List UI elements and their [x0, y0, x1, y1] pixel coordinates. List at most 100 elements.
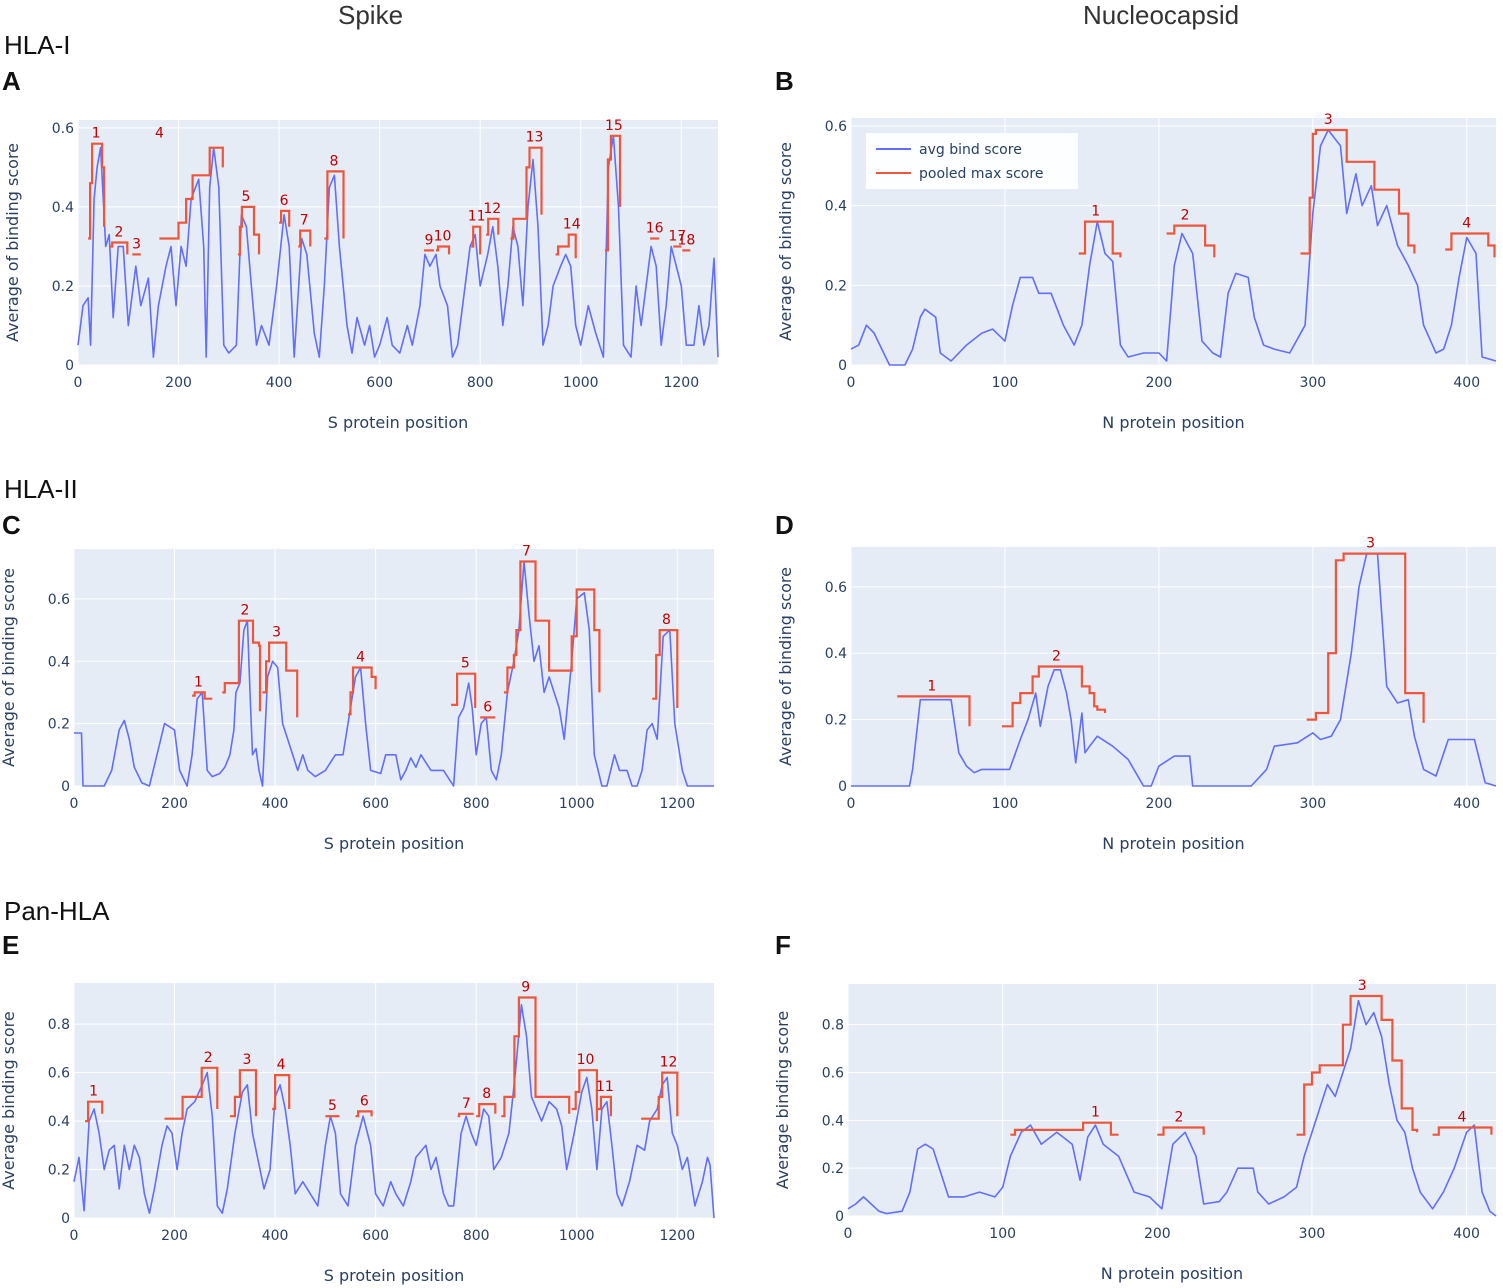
peak-label-1: 1	[927, 678, 936, 694]
pooled-max-score-line	[1306, 552, 1425, 723]
peak-label-7: 7	[522, 543, 531, 559]
pooled-max-score-line	[262, 641, 299, 718]
x-tick-label: 200	[161, 796, 188, 812]
pooled-max-score-line	[897, 695, 971, 727]
chart-panel-f: 0 100 200 300 400 0 0.2 0.4 0.6 0.8 N protein posi…	[773, 978, 1497, 1283]
peak-label-6: 6	[280, 193, 289, 209]
x-tick-label: 200	[1146, 375, 1173, 391]
pooled-max-score-line	[279, 209, 291, 227]
avg-bind-score-line	[847, 999, 1497, 1217]
x-tick-label: 1200	[659, 1228, 695, 1244]
peak-label-5: 5	[241, 189, 250, 205]
spike-column-title: Spike	[338, 0, 404, 30]
pooled-max-score-line	[571, 1069, 598, 1122]
peak-label-3: 3	[1324, 112, 1333, 128]
y-tick-label: 0	[65, 358, 74, 374]
avg-bind-score-line	[77, 135, 719, 358]
x-tick-label: 300	[1299, 796, 1326, 812]
legend-box	[866, 133, 1078, 189]
pooled-max-score-line	[1078, 220, 1122, 258]
x-axis-label: S protein position	[324, 834, 465, 853]
avg-bind-score-line	[74, 560, 714, 787]
chart-panel-a: 0 200 400 600 800 1000 1200 0 0.2 0.4 0.6 S protein…	[3, 118, 719, 432]
x-tick-label: 100	[992, 375, 1019, 391]
x-tick-label: 800	[463, 796, 490, 812]
peak-label-1: 1	[194, 674, 203, 690]
x-tick-label: 400	[1453, 375, 1480, 391]
y-tick-label: 0	[835, 1209, 844, 1225]
chart-panel-b: 0 100 200 300 400 0 0.2 0.4 0.6 N protein positio…	[776, 112, 1497, 432]
x-tick-label: 0	[70, 796, 79, 812]
peak-label-3: 3	[1366, 536, 1375, 552]
y-tick-label: 0	[838, 358, 847, 374]
x-tick-label: 100	[992, 796, 1019, 812]
pooled-max-score-line	[476, 1103, 497, 1118]
plot-area	[74, 549, 714, 786]
peak-label-2: 2	[115, 225, 124, 241]
peak-label-3: 3	[132, 236, 141, 252]
x-tick-label: 800	[463, 1228, 490, 1244]
chart-panel-d: 0 100 200 300 400 0 0.2 0.4 0.6 N protein positio…	[776, 536, 1497, 853]
x-tick-label: 400	[1453, 796, 1480, 812]
x-axis-label: S protein position	[324, 1266, 465, 1285]
peak-label-9: 9	[424, 232, 433, 248]
x-tick-label: 200	[165, 375, 192, 391]
y-tick-label: 0.4	[825, 199, 847, 215]
chart-panel-e: 0 200 400 600 800 1000 1200 0 0.2 0.4 0.6 0.8 S prot…	[0, 980, 715, 1285]
x-tick-label: 0	[844, 1226, 853, 1242]
y-tick-label: 0.2	[48, 717, 70, 733]
peak-label-17: 17	[668, 228, 686, 244]
pooled-max-score-line	[471, 225, 482, 255]
pooled-max-score-line	[652, 629, 679, 708]
pooled-max-score-line	[109, 241, 129, 255]
y-axis-label: Average binding score	[773, 1011, 792, 1190]
x-tick-label: 400	[266, 375, 293, 391]
y-tick-label: 0.4	[825, 646, 847, 662]
x-tick-label: 0	[70, 1228, 79, 1244]
pooled-max-score-line	[486, 217, 500, 236]
x-tick-label: 400	[1453, 1226, 1480, 1242]
legend: avg bind score pooled max score	[866, 133, 1078, 189]
y-axis-label: Average of binding score	[776, 567, 795, 766]
y-tick-label: 0.4	[822, 1113, 844, 1129]
pooled-max-score-line	[641, 1071, 679, 1120]
peak-label-2: 2	[204, 1050, 213, 1066]
peak-label-1: 1	[1091, 1105, 1100, 1121]
peak-label-13: 13	[526, 130, 544, 146]
x-tick-label: 1000	[563, 375, 599, 391]
y-tick-label: 0.4	[48, 654, 70, 670]
pooled-max-score-line	[222, 619, 262, 712]
x-tick-label: 1000	[559, 1228, 595, 1244]
chart-panel-c: 0 200 400 600 800 1000 1200 0 0.2 0.4 0.6 S protein…	[0, 543, 714, 853]
peak-label-14: 14	[563, 217, 581, 233]
peak-label-8: 8	[662, 612, 671, 628]
peak-label-4: 4	[277, 1057, 286, 1073]
x-axis-label: N protein position	[1101, 1264, 1243, 1283]
peak-label-3: 3	[272, 625, 281, 641]
peak-label-4: 4	[1462, 216, 1471, 232]
y-tick-label: 0.4	[48, 1114, 70, 1130]
y-tick-label: 0.2	[48, 1163, 70, 1179]
plot-area	[74, 983, 714, 1218]
section-label-hla-i: HLA-I	[4, 30, 71, 60]
y-axis-label: Average of binding score	[0, 568, 18, 767]
peak-label-6: 6	[483, 699, 492, 715]
pooled-max-score-line	[503, 560, 601, 694]
avg-bind-score-line	[73, 1004, 715, 1219]
peak-label-10: 10	[434, 228, 452, 244]
x-tick-label: 600	[362, 796, 389, 812]
pooled-max-score-line	[1300, 128, 1416, 255]
pooled-max-score-line	[1296, 994, 1419, 1136]
avg-bind-score-line	[850, 129, 1497, 366]
x-tick-label: 800	[467, 375, 494, 391]
y-axis-label: Average binding score	[0, 1011, 18, 1190]
pooled-max-score-line	[457, 1112, 474, 1118]
pooled-max-score-line	[192, 691, 213, 700]
y-axis-label: Average of binding score	[776, 142, 795, 341]
x-tick-label: 300	[1299, 1226, 1326, 1242]
peak-label-2: 2	[240, 603, 249, 619]
y-tick-label: 0.6	[825, 119, 847, 135]
panel-letter-a: A	[2, 66, 21, 96]
x-tick-label: 1200	[663, 375, 699, 391]
pooled-max-score-line	[555, 233, 577, 259]
